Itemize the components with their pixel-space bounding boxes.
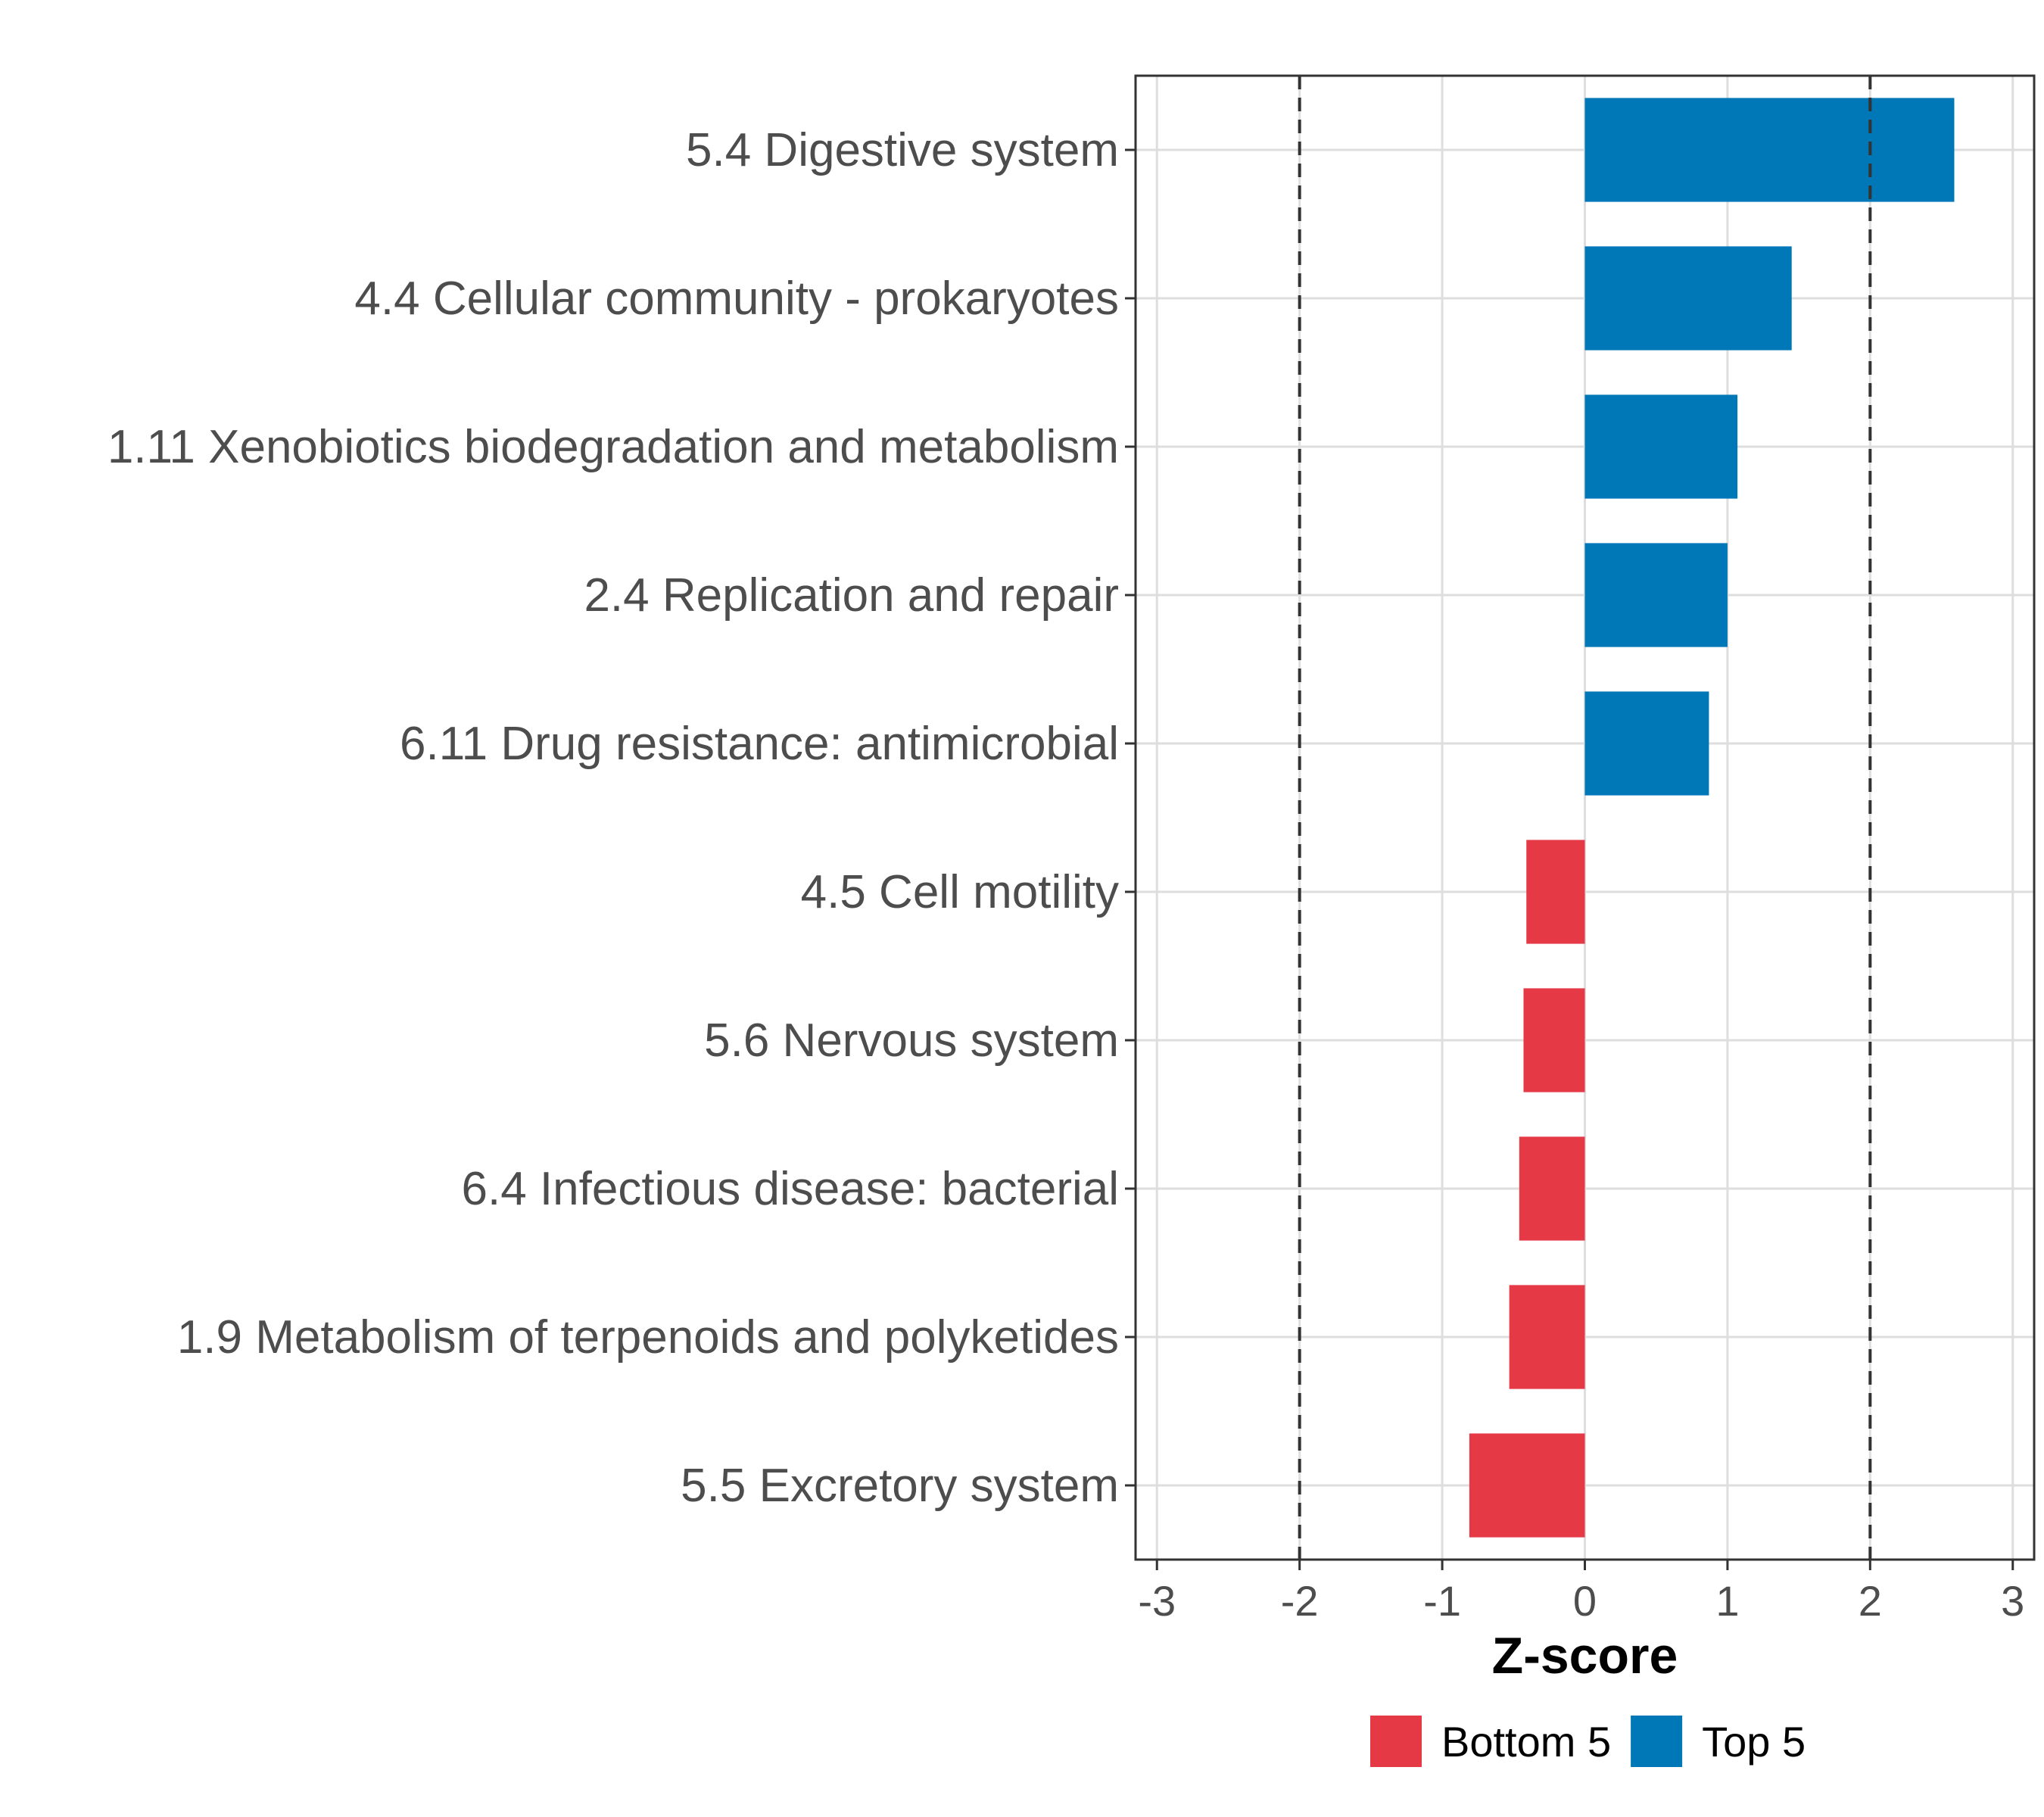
bar — [1519, 1136, 1585, 1241]
bar — [1584, 394, 1738, 499]
x-tick-label: -1 — [1423, 1577, 1461, 1625]
legend-label: Bottom 5 — [1441, 1718, 1611, 1766]
legend: Bottom 5 Top 5 — [1370, 1716, 1806, 1767]
category-label: 1.11 Xenobiotics biodegradation and meta… — [107, 421, 1119, 473]
x-tick-label: 3 — [2001, 1577, 2024, 1625]
x-tick-label: 1 — [1715, 1577, 1739, 1625]
category-label: 5.5 Excretory system — [681, 1460, 1119, 1512]
category-label: 6.11 Drug resistance: antimicrobial — [400, 718, 1119, 770]
category-label: 5.4 Digestive system — [686, 124, 1119, 176]
x-axis-title: Z-score — [1492, 1627, 1678, 1685]
bar — [1584, 543, 1728, 647]
bar — [1469, 1433, 1585, 1538]
x-tick-label: 0 — [1573, 1577, 1597, 1625]
bar — [1584, 691, 1709, 796]
category-label: 4.5 Cell motility — [801, 866, 1119, 918]
category-label: 4.4 Cellular community - prokaryotes — [354, 273, 1119, 325]
bars — [1469, 98, 1955, 1538]
bar — [1523, 988, 1585, 1092]
bar — [1584, 98, 1955, 202]
category-label: 5.6 Nervous system — [704, 1014, 1119, 1067]
x-tick-label: -3 — [1138, 1577, 1176, 1625]
bar — [1526, 840, 1585, 944]
x-axis: -3 -2 -1 0 1 2 3 — [1138, 1560, 2024, 1625]
bar — [1509, 1285, 1585, 1389]
legend-swatch — [1631, 1716, 1683, 1767]
x-tick-label: 2 — [1859, 1577, 1882, 1625]
legend-label: Top 5 — [1702, 1718, 1806, 1766]
category-label: 2.4 Replication and repair — [584, 569, 1119, 622]
category-label: 1.9 Metabolism of terpenoids and polyket… — [177, 1311, 1119, 1364]
legend-swatch — [1370, 1716, 1422, 1767]
y-axis: 5.4 Digestive system 4.4 Cellular communi… — [107, 124, 1136, 1512]
bar — [1584, 246, 1792, 351]
category-label: 6.4 Infectious disease: bacterial — [461, 1163, 1119, 1215]
x-tick-label: -2 — [1281, 1577, 1319, 1625]
reference-lines — [1298, 76, 1872, 1560]
